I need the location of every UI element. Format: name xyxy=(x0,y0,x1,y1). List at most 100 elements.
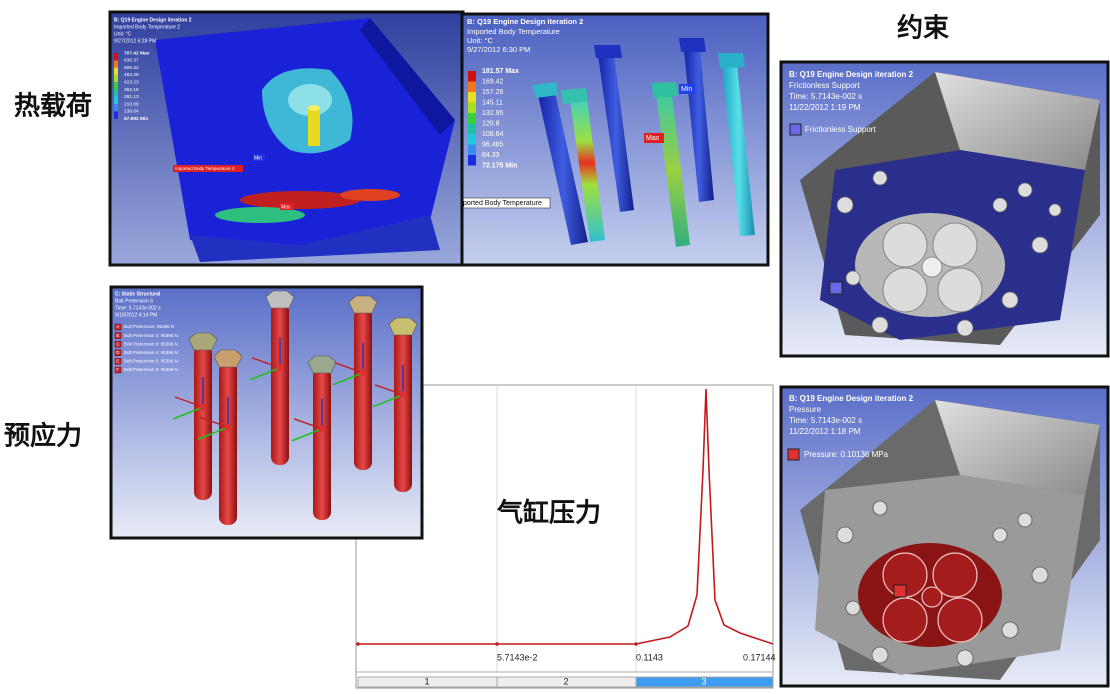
shape-rect xyxy=(635,676,774,688)
legend-label: 636.37 xyxy=(124,58,139,64)
shape-polygon xyxy=(935,400,1100,495)
panel-time: Time: 5.7143e-002 s xyxy=(789,416,862,425)
shape-ellipse xyxy=(240,191,360,209)
bolt-shaft xyxy=(271,303,289,465)
section-label: 热载荷 xyxy=(14,92,92,122)
legend-label: 96.485 xyxy=(482,141,504,148)
tab[interactable]: 1 xyxy=(424,676,429,686)
panel-date: 11/22/2012 1:18 PM xyxy=(789,427,861,436)
legend-label: 120.8 xyxy=(482,120,500,127)
legend-swatch xyxy=(468,71,476,82)
panel-subtitle: Pressure xyxy=(789,405,822,414)
legend-swatch xyxy=(114,74,118,83)
legend-swatch xyxy=(468,102,476,113)
panel-title: B: Q19 Engine Design iteration 2 xyxy=(114,17,192,23)
shape-polygon xyxy=(532,82,558,98)
shape-circle xyxy=(882,222,928,268)
shape-polygon xyxy=(561,88,588,104)
shape-circle xyxy=(871,646,889,664)
legend-key-box xyxy=(114,358,122,365)
force-arrow xyxy=(374,384,404,396)
x-tick-label: 5.7143e-2 xyxy=(497,652,538,662)
force-arrow xyxy=(251,357,281,369)
shape-rect xyxy=(173,165,243,172)
legend-label: Pressure: 0.10136 MPa xyxy=(804,450,889,459)
shape-circle xyxy=(1001,621,1019,639)
force-arrow xyxy=(332,372,364,386)
panel-subtitle: Imported Body Temperature 2 xyxy=(114,24,180,30)
legend-label: 281.13 xyxy=(124,94,139,100)
shape-ellipse xyxy=(308,105,320,111)
panel-date: 11/22/2012 1:19 PM xyxy=(789,103,861,112)
x-tick-label: 0.1143 xyxy=(636,652,663,662)
plot-label: 气缸压力 xyxy=(496,498,601,529)
shape-circle xyxy=(1048,203,1062,217)
shape-polygon xyxy=(360,18,455,135)
shape-rect xyxy=(679,84,695,94)
force-arrow xyxy=(199,416,229,428)
panel-subtitle: Frictionless Support xyxy=(789,81,860,90)
shape-polygon xyxy=(651,82,678,98)
legend-swatch xyxy=(114,53,118,61)
load-point xyxy=(276,364,284,372)
bolt-panel: C: Static Structural Bolt Pretension 6 T… xyxy=(111,287,422,538)
shape-circle xyxy=(634,642,638,646)
bolt-head xyxy=(265,290,295,309)
shape-rect xyxy=(308,108,320,146)
shape-rect xyxy=(253,154,265,161)
legend-key-box xyxy=(114,332,122,339)
tab[interactable]: 3 xyxy=(701,676,706,686)
legend-label: 707.42 Max xyxy=(124,50,150,56)
force-arrow xyxy=(174,396,204,408)
legend-label: 132.95 xyxy=(482,110,504,117)
legend-label: 181.57 Max xyxy=(482,68,519,75)
shape-g xyxy=(836,500,1049,667)
shape-rect xyxy=(829,281,843,295)
legend-label: Frictionless Support xyxy=(805,125,876,134)
shape-circle xyxy=(992,527,1008,543)
legend-swatch xyxy=(787,448,800,461)
load-point xyxy=(318,425,326,433)
panel-title: B: Q19 Engine Design iteration 2 xyxy=(789,394,914,403)
legend-key-box xyxy=(114,349,122,356)
force-arrow xyxy=(334,362,364,374)
panel-date: 9/18/2012 4:14 PM xyxy=(115,312,157,318)
legend-swatch xyxy=(468,155,476,166)
shape-circle xyxy=(1031,566,1049,584)
shape-circle xyxy=(872,500,888,516)
shape-circle xyxy=(836,526,854,544)
legend-swatch xyxy=(114,82,118,90)
shape-circle xyxy=(921,586,943,608)
probe-label: ported Body Temperature xyxy=(463,200,542,207)
shape-circle xyxy=(932,552,978,598)
legend-label: 72.175 Min xyxy=(482,162,517,169)
section-label: 预应力 xyxy=(4,421,82,452)
legend: A Bolt Pretension: 95396 N B Bolt Pretensio… xyxy=(114,323,178,374)
bolt-shaft xyxy=(194,345,212,500)
bolt-head xyxy=(307,355,337,374)
legend-swatch xyxy=(114,104,118,112)
legend-swatch xyxy=(468,123,476,134)
panel-time: Time: 5.7143e-002 s xyxy=(115,305,161,311)
shape-g xyxy=(882,552,983,643)
min-label: Min xyxy=(254,155,262,161)
bolt-head xyxy=(388,317,418,336)
shape-polygon xyxy=(722,65,755,236)
shape-circle xyxy=(932,222,978,268)
legend-key: B xyxy=(116,333,119,338)
shape-circle xyxy=(871,316,889,334)
legend-label: 494.28 xyxy=(124,72,139,78)
bolt-head xyxy=(213,349,243,368)
panel-time: Time: 5.7143e-002 s xyxy=(789,92,862,101)
shape-circle xyxy=(836,196,854,214)
legend-swatch xyxy=(468,144,476,155)
shape-rect xyxy=(280,203,294,210)
bolt-shaft xyxy=(354,308,372,470)
panel-unit: Unit: °C xyxy=(467,36,494,45)
shape-polygon xyxy=(594,45,622,58)
max-label: Max xyxy=(281,204,291,210)
panel-subtitle: Bolt Pretension 6 xyxy=(115,298,153,304)
shape-ellipse xyxy=(215,207,305,223)
tab[interactable]: 2 xyxy=(563,676,568,686)
